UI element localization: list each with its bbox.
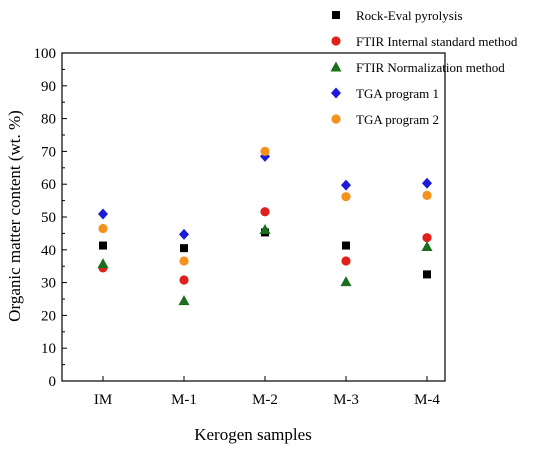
y-tick-label: 90 <box>41 79 56 95</box>
data-point-ftir-internal-standard-method <box>341 256 351 266</box>
x-tick-label: IM <box>94 392 112 408</box>
legend-marker-rock-eval-pyrolysis <box>332 11 340 19</box>
legend-marker-tga-program-2 <box>331 114 341 124</box>
legend-label-ftir-normalization-method: FTIR Normalization method <box>356 60 505 75</box>
y-tick-label: 30 <box>41 276 56 292</box>
x-tick-label: M-2 <box>252 392 278 408</box>
data-point-ftir-normalization-method <box>340 276 352 287</box>
data-point-rock-eval-pyrolysis <box>99 241 107 250</box>
y-tick-label: 80 <box>41 112 56 128</box>
x-tick-label: M-3 <box>333 392 359 408</box>
data-point-tga-program-1 <box>341 179 351 191</box>
y-tick-label: 40 <box>41 243 56 259</box>
legend-label-tga-program-2: TGA program 2 <box>356 112 439 127</box>
legend-marker-ftir-internal-standard-method <box>331 36 341 46</box>
x-tick-label: M-1 <box>171 392 197 408</box>
y-tick-label: 60 <box>41 177 56 193</box>
data-point-rock-eval-pyrolysis <box>180 244 188 253</box>
data-point-ftir-normalization-method <box>97 258 109 269</box>
data-point-tga-program-2 <box>260 146 270 156</box>
x-tick-label: M-4 <box>414 392 440 408</box>
x-axis-title: Kerogen samples <box>194 425 312 444</box>
data-point-ftir-internal-standard-method <box>422 233 432 243</box>
data-point-tga-program-2 <box>422 190 432 200</box>
data-point-ftir-normalization-method <box>259 223 271 234</box>
y-tick-label: 70 <box>41 144 56 160</box>
plot-frame <box>61 52 446 382</box>
data-points <box>97 146 433 306</box>
data-point-ftir-normalization-method <box>421 241 433 252</box>
data-point-tga-program-1 <box>179 228 189 240</box>
y-axis-title: Organic matter content (wt. %) <box>5 110 24 322</box>
legend-label-tga-program-1: TGA program 1 <box>356 86 439 101</box>
legend-marker-ftir-normalization-method <box>330 61 342 72</box>
legend-marker-tga-program-1 <box>331 87 341 99</box>
data-point-tga-program-1 <box>98 208 108 220</box>
data-point-rock-eval-pyrolysis <box>423 270 431 279</box>
y-tick-label: 50 <box>41 210 56 226</box>
x-axis-ticks: IM M-1 M-2 M-3 M-4 <box>94 376 440 408</box>
y-tick-label: 0 <box>49 374 57 390</box>
legend: Rock-Eval pyrolysis FTIR Internal standar… <box>330 8 518 127</box>
y-tick-label: 10 <box>41 341 56 357</box>
data-point-rock-eval-pyrolysis <box>342 241 350 250</box>
legend-label-rock-eval-pyrolysis: Rock-Eval pyrolysis <box>356 8 463 23</box>
y-axis-ticks: 0 10 20 30 40 50 60 70 80 90 100 <box>34 46 67 390</box>
data-point-tga-program-2 <box>179 256 189 266</box>
data-point-tga-program-2 <box>98 223 108 234</box>
axes <box>61 52 446 382</box>
data-point-ftir-internal-standard-method <box>260 207 270 217</box>
y-tick-label: 100 <box>34 46 57 62</box>
data-point-ftir-normalization-method <box>178 295 190 306</box>
data-point-ftir-internal-standard-method <box>179 275 189 285</box>
data-point-tga-program-2 <box>341 192 351 202</box>
data-point-tga-program-1 <box>422 177 432 189</box>
y-tick-label: 20 <box>41 308 56 324</box>
legend-label-ftir-internal-standard-method: FTIR Internal standard method <box>356 34 518 49</box>
